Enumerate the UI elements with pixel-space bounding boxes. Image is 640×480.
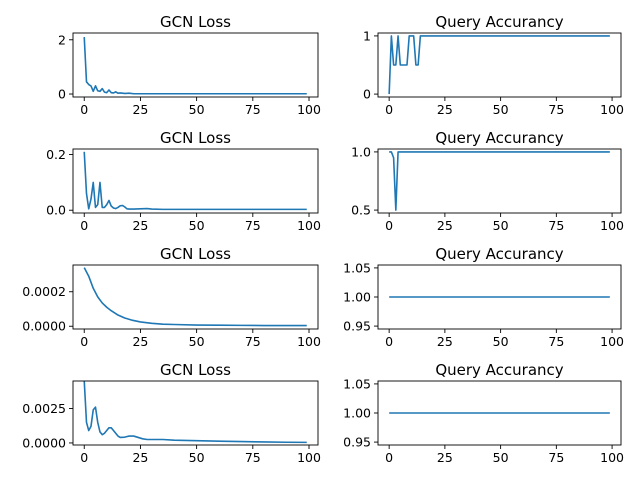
- subplot-title: Query Accurancy: [435, 129, 563, 147]
- subplot-1: GCN Loss 0 25 50 75 100 0 2: [58, 13, 321, 117]
- x-tick-label: 100: [297, 218, 321, 233]
- x-tick-label: 0: [80, 450, 88, 465]
- x-tick-label: 25: [132, 102, 148, 117]
- x-tick-label: 50: [493, 450, 509, 465]
- axes-frame: [377, 32, 622, 98]
- subplot-title: GCN Loss: [160, 361, 231, 379]
- x-tick-label: 25: [437, 218, 453, 233]
- x-tick-label: 100: [600, 218, 624, 233]
- x-tick-label: 25: [437, 102, 453, 117]
- axes-frame: [72, 148, 319, 214]
- y-tick-label: 1.0: [351, 144, 371, 159]
- x-tick-label: 75: [548, 450, 564, 465]
- subplot-6: Query Accurancy 0 25 50 75 100 0.95 1.00 1.05: [343, 245, 624, 349]
- y-tick-label: 0.5: [351, 203, 371, 218]
- x-tick-label: 0: [385, 450, 393, 465]
- subplot-3: GCN Loss 0 25 50 75 100 0.0 0.2: [46, 129, 321, 233]
- y-tick-label: 0.0: [46, 203, 66, 218]
- series-line: [389, 151, 610, 211]
- x-tick-label: 50: [189, 334, 205, 349]
- y-tick-label: 0.0000: [22, 319, 66, 334]
- subplot-title: Query Accurancy: [435, 13, 563, 31]
- x-tick-label: 25: [437, 450, 453, 465]
- x-tick-label: 25: [437, 334, 453, 349]
- y-tick-label: 0.0002: [22, 284, 66, 299]
- x-tick-label: 75: [548, 334, 564, 349]
- x-tick-label: 25: [132, 218, 148, 233]
- subplot-title: Query Accurancy: [435, 245, 563, 263]
- subplot-7: GCN Loss 0 25 50 75 100 0.0000 0.0025: [22, 361, 321, 465]
- x-tick-label: 50: [189, 218, 205, 233]
- axes-frame: [72, 32, 319, 98]
- y-tick-label: 0.95: [343, 435, 371, 450]
- subplot-title: Query Accurancy: [435, 361, 563, 379]
- series-line: [83, 380, 307, 444]
- series-line: [83, 267, 307, 327]
- series-line: [83, 151, 307, 211]
- subplot-title: GCN Loss: [160, 129, 231, 147]
- x-tick-label: 50: [493, 334, 509, 349]
- axes-frame: [72, 264, 319, 330]
- x-tick-label: 75: [245, 102, 261, 117]
- y-tick-label: 0: [58, 87, 66, 102]
- x-tick-label: 75: [245, 218, 261, 233]
- x-tick-label: 50: [189, 450, 205, 465]
- x-tick-label: 75: [548, 218, 564, 233]
- x-tick-label: 25: [132, 450, 148, 465]
- y-tick-label: 0: [363, 87, 371, 102]
- y-tick-label: 1: [363, 28, 371, 43]
- x-tick-label: 75: [245, 450, 261, 465]
- y-tick-label: 2: [58, 32, 66, 47]
- x-tick-label: 25: [132, 334, 148, 349]
- x-tick-label: 50: [189, 102, 205, 117]
- y-tick-label: 1.00: [343, 406, 371, 421]
- x-tick-label: 0: [385, 218, 393, 233]
- x-tick-label: 100: [600, 334, 624, 349]
- y-tick-label: 0.0000: [22, 435, 66, 450]
- x-tick-label: 0: [80, 334, 88, 349]
- x-tick-label: 75: [245, 334, 261, 349]
- axes-frame: [72, 380, 319, 446]
- x-tick-label: 100: [297, 102, 321, 117]
- x-tick-label: 50: [493, 218, 509, 233]
- x-tick-label: 0: [385, 102, 393, 117]
- subplot-title: GCN Loss: [160, 245, 231, 263]
- subplot-5: GCN Loss 0 25 50 75 100 0.0000 0.0002: [22, 245, 321, 349]
- x-tick-label: 50: [493, 102, 509, 117]
- y-tick-label: 1.05: [343, 260, 371, 275]
- y-tick-label: 1.00: [343, 290, 371, 305]
- subplot-2: Query Accurancy 0 25 50 75 100 0 1: [363, 13, 624, 117]
- y-tick-label: 0.95: [343, 319, 371, 334]
- y-tick-label: 0.2: [46, 147, 66, 162]
- x-tick-label: 75: [548, 102, 564, 117]
- x-tick-label: 0: [80, 102, 88, 117]
- series-line: [388, 35, 610, 95]
- subplot-4: Query Accurancy 0 25 50 75 100 0.5 1.0: [351, 129, 624, 233]
- x-tick-label: 100: [297, 334, 321, 349]
- x-tick-label: 0: [80, 218, 88, 233]
- axes-frame: [377, 148, 622, 214]
- series-line: [83, 37, 307, 95]
- subplot-title: GCN Loss: [160, 13, 231, 31]
- x-tick-label: 100: [297, 450, 321, 465]
- subplot-8: Query Accurancy 0 25 50 75 100 0.95 1.00 1.05: [343, 361, 624, 465]
- y-tick-label: 1.05: [343, 376, 371, 391]
- x-tick-label: 100: [600, 102, 624, 117]
- y-tick-label: 0.0025: [22, 401, 66, 416]
- x-tick-label: 100: [600, 450, 624, 465]
- x-tick-label: 0: [385, 334, 393, 349]
